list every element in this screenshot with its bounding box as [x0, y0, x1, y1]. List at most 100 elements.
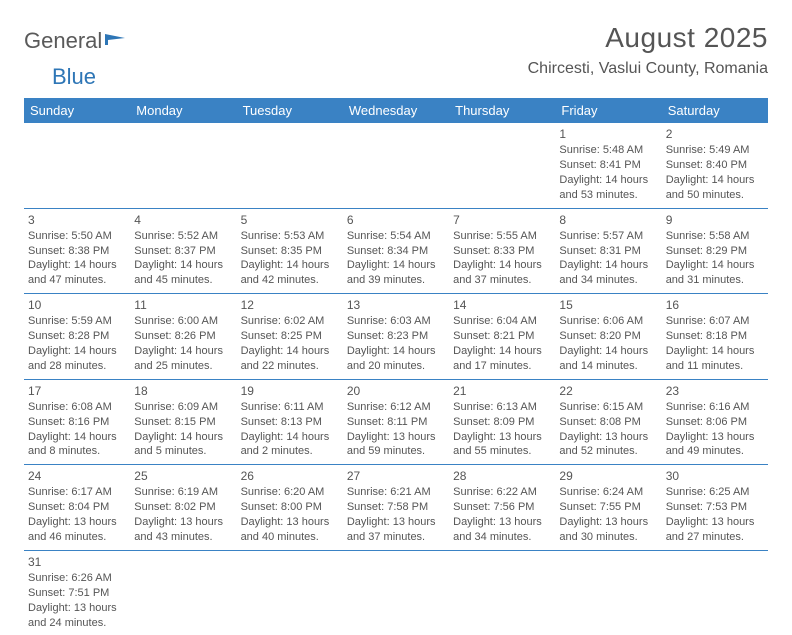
sunrise-line: Sunrise: 6:06 AM [559, 314, 657, 329]
calendar-cell: 16Sunrise: 6:07 AMSunset: 8:18 PMDayligh… [662, 294, 768, 380]
calendar-cell: 7Sunrise: 5:55 AMSunset: 8:33 PMDaylight… [449, 208, 555, 294]
calendar-cell: 18Sunrise: 6:09 AMSunset: 8:15 PMDayligh… [130, 379, 236, 465]
calendar-cell: 9Sunrise: 5:58 AMSunset: 8:29 PMDaylight… [662, 208, 768, 294]
sunrise-line: Sunrise: 6:07 AM [666, 314, 764, 329]
calendar-cell: 12Sunrise: 6:02 AMSunset: 8:25 PMDayligh… [237, 294, 343, 380]
calendar-cell: 31Sunrise: 6:26 AMSunset: 7:51 PMDayligh… [24, 550, 130, 635]
daylight-line-2: and 22 minutes. [241, 359, 339, 374]
calendar-cell [449, 123, 555, 208]
daylight-line-2: and 49 minutes. [666, 444, 764, 459]
daylight-line-1: Daylight: 14 hours [666, 173, 764, 188]
sunrise-line: Sunrise: 6:26 AM [28, 571, 126, 586]
calendar-cell [343, 123, 449, 208]
calendar-row: 1Sunrise: 5:48 AMSunset: 8:41 PMDaylight… [24, 123, 768, 208]
sunset-line: Sunset: 8:23 PM [347, 329, 445, 344]
daylight-line-2: and 2 minutes. [241, 444, 339, 459]
daylight-line-1: Daylight: 14 hours [241, 344, 339, 359]
day-number: 4 [134, 212, 232, 228]
month-title: August 2025 [528, 22, 768, 54]
daylight-line-1: Daylight: 14 hours [666, 344, 764, 359]
daylight-line-1: Daylight: 14 hours [347, 344, 445, 359]
day-header: Monday [130, 98, 236, 123]
calendar-row: 31Sunrise: 6:26 AMSunset: 7:51 PMDayligh… [24, 550, 768, 635]
calendar-cell: 8Sunrise: 5:57 AMSunset: 8:31 PMDaylight… [555, 208, 661, 294]
day-number: 1 [559, 126, 657, 142]
daylight-line-2: and 17 minutes. [453, 359, 551, 374]
calendar-row: 17Sunrise: 6:08 AMSunset: 8:16 PMDayligh… [24, 379, 768, 465]
sunrise-line: Sunrise: 6:24 AM [559, 485, 657, 500]
sunset-line: Sunset: 8:11 PM [347, 415, 445, 430]
day-header: Wednesday [343, 98, 449, 123]
calendar-cell [24, 123, 130, 208]
daylight-line-1: Daylight: 13 hours [28, 515, 126, 530]
daylight-line-2: and 20 minutes. [347, 359, 445, 374]
day-number: 20 [347, 383, 445, 399]
day-number: 19 [241, 383, 339, 399]
daylight-line-1: Daylight: 14 hours [453, 344, 551, 359]
day-number: 5 [241, 212, 339, 228]
sunset-line: Sunset: 8:02 PM [134, 500, 232, 515]
sunrise-line: Sunrise: 5:54 AM [347, 229, 445, 244]
sunset-line: Sunset: 8:08 PM [559, 415, 657, 430]
logo-text-general: General [24, 28, 102, 54]
calendar-cell: 17Sunrise: 6:08 AMSunset: 8:16 PMDayligh… [24, 379, 130, 465]
day-number: 8 [559, 212, 657, 228]
daylight-line-1: Daylight: 14 hours [347, 258, 445, 273]
calendar-body: 1Sunrise: 5:48 AMSunset: 8:41 PMDaylight… [24, 123, 768, 635]
calendar-cell: 1Sunrise: 5:48 AMSunset: 8:41 PMDaylight… [555, 123, 661, 208]
daylight-line-2: and 11 minutes. [666, 359, 764, 374]
sunset-line: Sunset: 7:56 PM [453, 500, 551, 515]
sunset-line: Sunset: 8:09 PM [453, 415, 551, 430]
sunrise-line: Sunrise: 6:21 AM [347, 485, 445, 500]
sunset-line: Sunset: 8:28 PM [28, 329, 126, 344]
calendar-cell: 13Sunrise: 6:03 AMSunset: 8:23 PMDayligh… [343, 294, 449, 380]
daylight-line-1: Daylight: 13 hours [666, 515, 764, 530]
day-number: 25 [134, 468, 232, 484]
daylight-line-2: and 47 minutes. [28, 273, 126, 288]
sunset-line: Sunset: 7:53 PM [666, 500, 764, 515]
sunrise-line: Sunrise: 6:15 AM [559, 400, 657, 415]
day-number: 13 [347, 297, 445, 313]
calendar-page: General August 2025 Chircesti, Vaslui Co… [0, 0, 792, 635]
calendar-cell [555, 550, 661, 635]
calendar-cell [449, 550, 555, 635]
day-number: 9 [666, 212, 764, 228]
daylight-line-1: Daylight: 14 hours [241, 258, 339, 273]
daylight-line-1: Daylight: 14 hours [28, 344, 126, 359]
day-number: 21 [453, 383, 551, 399]
sunset-line: Sunset: 8:06 PM [666, 415, 764, 430]
sunrise-line: Sunrise: 6:22 AM [453, 485, 551, 500]
daylight-line-2: and 25 minutes. [134, 359, 232, 374]
sunrise-line: Sunrise: 6:25 AM [666, 485, 764, 500]
sunset-line: Sunset: 8:13 PM [241, 415, 339, 430]
day-number: 24 [28, 468, 126, 484]
calendar-cell: 3Sunrise: 5:50 AMSunset: 8:38 PMDaylight… [24, 208, 130, 294]
calendar-cell: 24Sunrise: 6:17 AMSunset: 8:04 PMDayligh… [24, 465, 130, 551]
calendar-row: 24Sunrise: 6:17 AMSunset: 8:04 PMDayligh… [24, 465, 768, 551]
daylight-line-1: Daylight: 13 hours [28, 601, 126, 616]
sunset-line: Sunset: 8:26 PM [134, 329, 232, 344]
day-header: Sunday [24, 98, 130, 123]
daylight-line-1: Daylight: 14 hours [134, 430, 232, 445]
sunrise-line: Sunrise: 5:49 AM [666, 143, 764, 158]
day-number: 17 [28, 383, 126, 399]
sunrise-line: Sunrise: 6:16 AM [666, 400, 764, 415]
calendar-cell: 21Sunrise: 6:13 AMSunset: 8:09 PMDayligh… [449, 379, 555, 465]
calendar-cell: 29Sunrise: 6:24 AMSunset: 7:55 PMDayligh… [555, 465, 661, 551]
daylight-line-2: and 34 minutes. [559, 273, 657, 288]
daylight-line-1: Daylight: 13 hours [559, 515, 657, 530]
flag-icon [105, 31, 127, 52]
daylight-line-1: Daylight: 13 hours [241, 515, 339, 530]
sunset-line: Sunset: 7:58 PM [347, 500, 445, 515]
sunrise-line: Sunrise: 6:09 AM [134, 400, 232, 415]
calendar-cell [130, 550, 236, 635]
daylight-line-1: Daylight: 14 hours [559, 258, 657, 273]
daylight-line-2: and 42 minutes. [241, 273, 339, 288]
day-header: Saturday [662, 98, 768, 123]
calendar-cell: 15Sunrise: 6:06 AMSunset: 8:20 PMDayligh… [555, 294, 661, 380]
daylight-line-2: and 14 minutes. [559, 359, 657, 374]
location-text: Chircesti, Vaslui County, Romania [528, 60, 768, 78]
daylight-line-1: Daylight: 14 hours [28, 258, 126, 273]
calendar-cell [130, 123, 236, 208]
daylight-line-1: Daylight: 14 hours [134, 258, 232, 273]
